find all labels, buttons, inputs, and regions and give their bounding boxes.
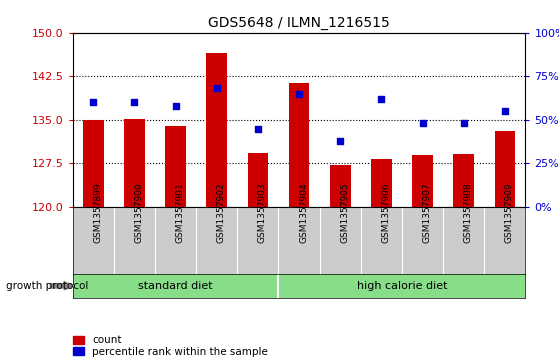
Bar xyxy=(371,159,392,207)
Bar xyxy=(495,131,515,207)
Text: GSM1357900: GSM1357900 xyxy=(134,182,144,242)
Bar xyxy=(330,165,350,207)
Point xyxy=(89,99,98,105)
Point xyxy=(253,126,262,131)
Text: GSM1357902: GSM1357902 xyxy=(217,182,226,242)
Legend: count, percentile rank within the sample: count, percentile rank within the sample xyxy=(72,334,269,358)
Text: GSM1357903: GSM1357903 xyxy=(258,182,267,242)
Bar xyxy=(165,126,186,207)
Bar xyxy=(124,119,145,207)
Bar xyxy=(206,53,227,207)
Point xyxy=(336,138,345,144)
Text: GSM1357905: GSM1357905 xyxy=(340,182,349,242)
Point xyxy=(295,91,304,97)
Point xyxy=(171,103,180,109)
Text: high calorie diet: high calorie diet xyxy=(357,281,447,291)
Point xyxy=(130,99,139,105)
Point xyxy=(459,121,468,126)
Text: GSM1357904: GSM1357904 xyxy=(299,182,308,242)
Text: GSM1357906: GSM1357906 xyxy=(381,182,390,242)
Bar xyxy=(83,120,103,207)
Text: GSM1357901: GSM1357901 xyxy=(176,182,184,242)
Text: GSM1357907: GSM1357907 xyxy=(423,182,432,242)
Bar xyxy=(412,155,433,207)
Bar xyxy=(248,153,268,207)
Bar xyxy=(453,154,474,207)
Point xyxy=(377,96,386,102)
Point xyxy=(212,86,221,91)
Point xyxy=(418,121,427,126)
Text: standard diet: standard diet xyxy=(138,281,213,291)
Text: growth protocol: growth protocol xyxy=(6,281,88,291)
Text: GSM1357909: GSM1357909 xyxy=(505,182,514,242)
Point xyxy=(500,108,509,114)
Title: GDS5648 / ILMN_1216515: GDS5648 / ILMN_1216515 xyxy=(208,16,390,30)
Text: GSM1357899: GSM1357899 xyxy=(93,182,102,242)
Bar xyxy=(289,83,309,207)
Text: GSM1357908: GSM1357908 xyxy=(464,182,473,242)
